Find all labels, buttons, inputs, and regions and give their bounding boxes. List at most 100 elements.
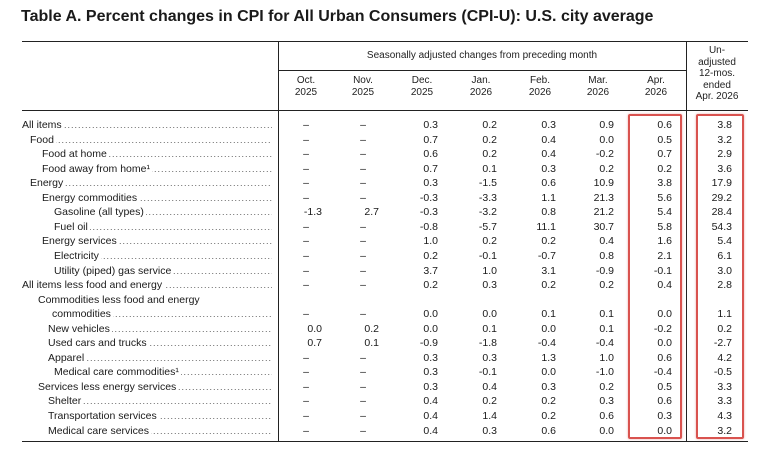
value-cell: 0.1	[482, 162, 497, 175]
value-cell: 0.4	[423, 424, 438, 437]
value-cell: 0.0	[423, 308, 438, 321]
row-label: New vehicles	[48, 322, 112, 335]
unadjusted-value: 29.2	[711, 191, 732, 204]
leader-dots: ........................................…	[30, 134, 272, 145]
value-cell: 0.7	[423, 162, 438, 175]
value-cell: 0.3	[541, 119, 556, 131]
value-cell: -0.4	[537, 337, 556, 350]
value-cell: 0.7	[423, 133, 438, 146]
leader-dots: ........................................…	[48, 338, 272, 349]
value-cell: 0.4	[423, 395, 438, 408]
row-label: All items	[22, 119, 64, 131]
leader-dots: ........................................…	[48, 425, 272, 436]
unadjusted-value: 3.3	[717, 395, 732, 408]
value-cell: -1.5	[478, 177, 497, 190]
table-row: ........................................…	[22, 249, 748, 263]
value-cell: 0.1	[599, 322, 614, 335]
table-row: Commodities less food and energy	[22, 293, 748, 307]
unadjusted-value: 3.2	[717, 424, 732, 437]
unadjusted-divider	[686, 42, 687, 441]
value-cell: 0.3	[541, 380, 556, 393]
table-row: ........................................…	[22, 162, 748, 176]
value-cell: 0.6	[657, 119, 672, 131]
row-label: Transportation services	[48, 410, 159, 422]
value-cell: –	[303, 191, 309, 204]
row-label: Commodities less food and energy	[38, 293, 202, 306]
column-header: Mar. 2026	[586, 75, 610, 98]
value-cell: 0.4	[541, 133, 556, 146]
value-cell: 0.3	[541, 162, 556, 175]
value-cell: –	[303, 249, 309, 262]
unadjusted-value: 4.2	[717, 351, 732, 364]
value-cell: 0.2	[482, 235, 497, 248]
value-cell: 3.1	[541, 264, 556, 277]
row-label: Food	[30, 133, 56, 146]
leader-dots: ........................................…	[48, 323, 272, 334]
unadjusted-value: 3.8	[717, 119, 732, 131]
value-cell: 0.1	[482, 322, 497, 335]
value-cell: -0.2	[595, 148, 614, 161]
leader-dots: ........................................…	[30, 178, 272, 189]
unadjusted-value: -2.7	[713, 337, 732, 350]
value-cell: –	[360, 351, 366, 364]
unadjusted-value: 54.3	[711, 220, 732, 233]
table-row: ........................................…	[22, 424, 748, 438]
value-cell: 0.4	[541, 148, 556, 161]
leader-dots: ........................................…	[48, 352, 272, 363]
value-cell: 0.4	[482, 380, 497, 393]
value-cell: 5.4	[657, 206, 672, 219]
value-cell: –	[303, 351, 309, 364]
value-cell: -0.4	[595, 337, 614, 350]
apr-column-highlight	[628, 114, 682, 439]
value-cell: –	[303, 395, 309, 408]
row-label: Utility (piped) gas service	[54, 264, 174, 277]
unadjusted-value: 4.3	[717, 410, 732, 422]
value-cell: 0.6	[423, 148, 438, 161]
value-cell: –	[303, 133, 309, 146]
value-cell: 1.4	[482, 410, 497, 422]
value-cell: 0.2	[541, 410, 556, 422]
value-cell: 30.7	[593, 220, 614, 233]
value-cell: 0.2	[541, 395, 556, 408]
column-header: Dec. 2025	[410, 75, 434, 98]
value-cell: -0.1	[653, 264, 672, 277]
table-row: ........................................…	[22, 176, 748, 190]
value-cell: -0.4	[653, 366, 672, 379]
row-label: Food at home	[42, 148, 109, 161]
column-header: Feb. 2026	[528, 75, 552, 98]
value-cell: -0.9	[419, 337, 438, 350]
value-cell: 0.5	[657, 380, 672, 393]
leader-dots: ........................................…	[54, 207, 272, 218]
cpi-table: Seasonally adjusted changes from precedi…	[22, 41, 748, 442]
value-cell: -3.2	[478, 206, 497, 219]
leader-dots: ........................................…	[48, 411, 272, 421]
table-row: ........................................…	[22, 351, 748, 365]
row-label: Services less energy services	[38, 380, 179, 393]
row-label: Electricity	[54, 249, 101, 262]
leader-dots: ........................................…	[42, 192, 272, 203]
value-cell: –	[360, 148, 366, 161]
value-cell: 1.0	[599, 351, 614, 364]
value-cell: –	[360, 366, 366, 379]
row-label: Medical care services	[48, 424, 151, 437]
value-cell: 5.6	[657, 191, 672, 204]
value-cell: 21.3	[593, 191, 614, 204]
row-label: Used cars and trucks	[48, 337, 149, 350]
value-cell: 3.7	[423, 264, 438, 277]
value-cell: -5.7	[478, 220, 497, 233]
value-cell: 0.8	[599, 249, 614, 262]
value-cell: 0.2	[541, 279, 556, 292]
column-header: Nov. 2025	[351, 75, 375, 98]
span-underline	[278, 70, 686, 71]
value-cell: 0.7	[657, 148, 672, 161]
column-header: Apr. 2026	[644, 75, 668, 98]
value-cell: –	[360, 162, 366, 175]
table-row: ........................................…	[22, 191, 748, 205]
value-cell: 10.9	[593, 177, 614, 190]
value-cell: -0.7	[537, 249, 556, 262]
table-title: Table A. Percent changes in CPI for All …	[21, 8, 654, 25]
value-cell: –	[360, 279, 366, 292]
value-cell: 0.0	[657, 337, 672, 350]
column-header: Jan. 2026	[469, 75, 493, 98]
unadjusted-value: 6.1	[717, 249, 732, 262]
